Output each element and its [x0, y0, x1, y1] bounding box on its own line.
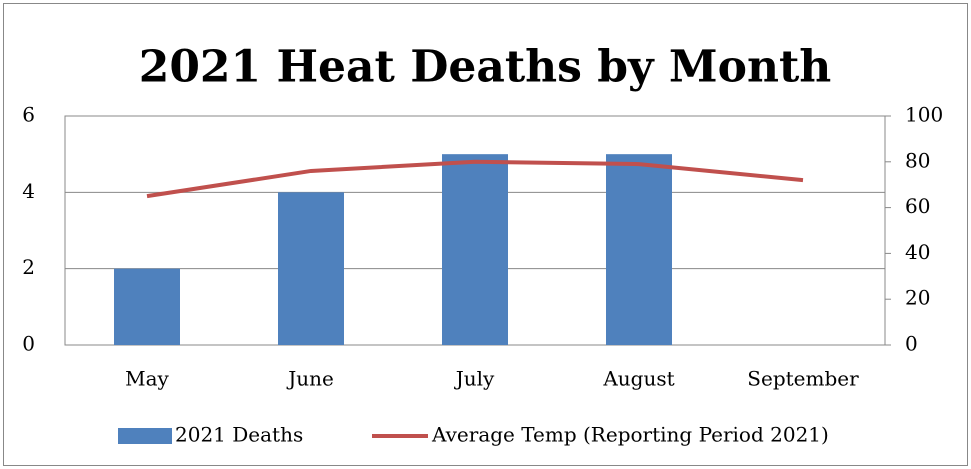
- x-tick-label: August: [602, 367, 674, 391]
- bar: [606, 154, 672, 345]
- x-tick-label: July: [454, 367, 495, 391]
- y2-tick-label: 80: [905, 148, 930, 172]
- chart-title: 2021 Heat Deaths by Month: [139, 42, 832, 93]
- bar: [114, 268, 180, 345]
- legend-label: 2021 Deaths: [175, 423, 303, 447]
- y-tick-label: 4: [22, 179, 35, 203]
- x-tick-label: September: [747, 367, 859, 391]
- y2-tick-label: 100: [905, 103, 943, 127]
- y-tick-label: 0: [22, 332, 35, 356]
- legend-label: Average Temp (Reporting Period 2021): [431, 423, 829, 447]
- bar: [442, 154, 508, 345]
- y2-tick-label: 60: [905, 194, 930, 218]
- y2-tick-label: 20: [905, 286, 930, 310]
- legend-swatch: [118, 428, 172, 444]
- x-tick-label: May: [125, 367, 169, 391]
- y2-tick-label: 0: [905, 332, 918, 356]
- y2-tick-label: 40: [905, 240, 930, 264]
- y-tick-label: 6: [22, 103, 35, 127]
- x-tick-label: June: [286, 367, 334, 391]
- line: [146, 159, 804, 199]
- bar: [278, 192, 344, 345]
- y-tick-label: 2: [22, 255, 35, 279]
